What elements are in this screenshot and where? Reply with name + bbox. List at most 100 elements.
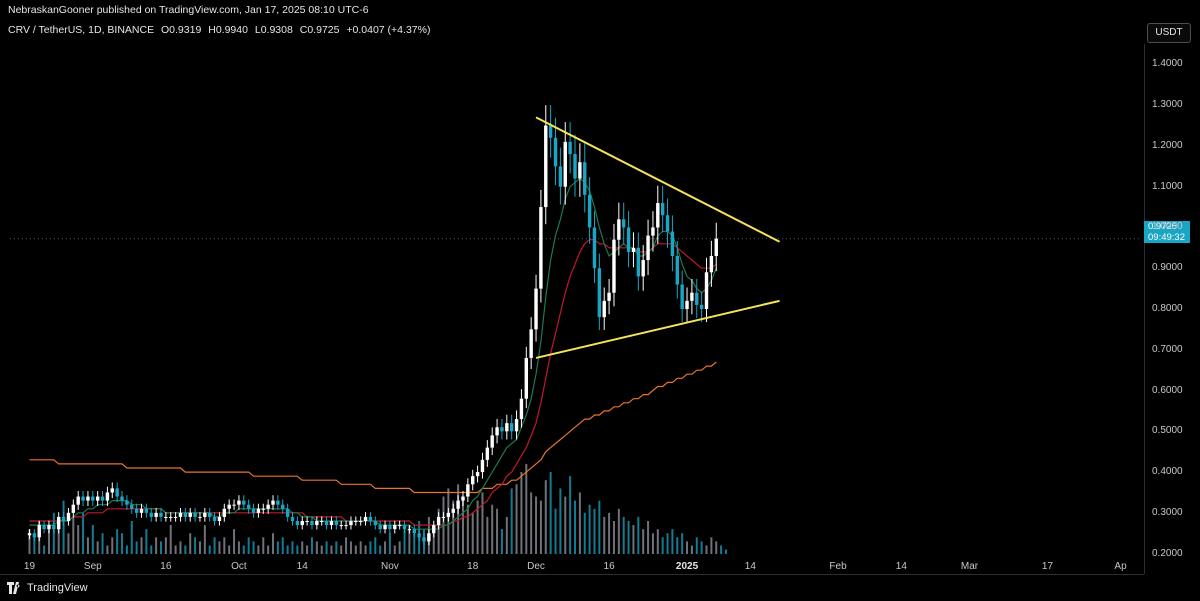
currency-button[interactable]: USDT — [1147, 23, 1191, 43]
volume-bar — [564, 496, 567, 554]
candle-body — [324, 521, 329, 526]
candle-body — [139, 508, 144, 513]
candle-body — [212, 516, 217, 521]
time-tick-label: Mar — [960, 561, 979, 572]
candle-body — [704, 272, 709, 309]
time-tick-label: Ap — [1114, 561, 1127, 572]
candle-body — [66, 512, 71, 521]
candle-body — [363, 516, 368, 521]
ema-long-line — [29, 361, 717, 494]
volume-bar — [257, 545, 260, 554]
candle-body — [61, 516, 66, 521]
volume-bar — [574, 500, 576, 554]
candle-body — [207, 512, 212, 517]
volume-bar — [705, 545, 708, 554]
candle-body — [173, 516, 178, 518]
volume-bar — [286, 545, 289, 554]
volume-bar — [125, 545, 128, 554]
candle-body — [524, 357, 528, 399]
time-tick-label: 16 — [160, 561, 172, 572]
candle-body — [37, 525, 41, 538]
volume-bar — [223, 537, 226, 554]
volume-bar — [369, 541, 372, 554]
volume-bar — [208, 545, 211, 554]
open-label: O — [161, 24, 170, 36]
symbol-legend[interactable]: CRV / TetherUS, 1D, BINANCE O0.9319 H0.9… — [8, 24, 430, 36]
trendline-upper — [535, 116, 781, 243]
volume-bar — [82, 512, 85, 554]
volume-bar — [272, 533, 275, 554]
volume-bar — [612, 521, 615, 554]
volume-bar — [47, 529, 50, 554]
volume-bar — [150, 545, 153, 554]
volume-bar — [661, 537, 664, 554]
volume-bar — [515, 484, 518, 554]
candle-body — [178, 512, 183, 517]
volume-bar — [505, 516, 508, 554]
candle-body — [432, 525, 436, 534]
volume-bar — [72, 516, 75, 554]
volume-bar — [408, 525, 411, 554]
volume-bar — [218, 541, 221, 554]
tradingview-logo[interactable]: TradingView — [7, 582, 88, 594]
low-label: L — [254, 24, 261, 36]
candle-body — [397, 525, 402, 527]
volume-bar — [111, 537, 114, 554]
volume-bar — [544, 480, 547, 554]
symbol-name[interactable]: CRV / TetherUS, 1D, BINANCE — [8, 24, 155, 36]
volume-bar — [554, 508, 557, 554]
candle-body — [427, 533, 431, 542]
time-tick-label: Nov — [381, 561, 399, 572]
candle-body — [714, 238, 718, 256]
candle-body — [529, 329, 533, 358]
candle-body — [217, 516, 222, 521]
candle-body — [544, 125, 548, 208]
candle-body — [441, 516, 446, 518]
volume-bar — [57, 525, 60, 554]
time-tick-label: Oct — [231, 561, 247, 572]
candle-body — [276, 500, 280, 505]
candle-body — [266, 504, 270, 509]
candle-body — [378, 525, 382, 530]
volume-bar — [535, 496, 538, 554]
candle-body — [422, 537, 426, 542]
candle-body — [183, 512, 188, 517]
time-tick-label: 2025 — [675, 561, 699, 572]
volume-bar — [437, 508, 440, 554]
volume-bar — [310, 537, 313, 554]
candle-body — [509, 423, 514, 432]
candle-body — [42, 525, 46, 530]
candle-body — [290, 516, 295, 521]
candle-body — [349, 521, 353, 526]
volume-bar — [145, 529, 148, 554]
candle-body — [539, 207, 543, 289]
candle-body — [412, 529, 416, 534]
volume-bar — [174, 545, 177, 554]
volume-bar — [67, 533, 70, 554]
candle-body — [592, 227, 597, 269]
volume-bar — [486, 516, 489, 554]
candle-body — [558, 166, 563, 187]
volume-bar — [91, 525, 94, 554]
volume-bar — [281, 537, 284, 554]
volume-bar — [184, 545, 187, 554]
volume-bar — [496, 508, 499, 554]
volume-bar — [466, 504, 469, 554]
candle-body — [125, 500, 129, 505]
candle-body — [665, 215, 670, 232]
candle-body — [261, 508, 265, 510]
trendline-lower — [535, 299, 780, 359]
volume-bar — [262, 537, 265, 554]
volume-bar — [315, 541, 318, 554]
candle-body — [130, 504, 134, 509]
volume-bar — [398, 541, 401, 554]
candle-body — [149, 512, 153, 517]
volume-bar — [481, 492, 484, 554]
candle-body — [660, 203, 665, 216]
time-tick-label: 16 — [603, 561, 615, 572]
volume-bar — [169, 525, 172, 554]
candle-body — [490, 435, 494, 448]
candle-body — [548, 125, 553, 138]
candle-body — [358, 521, 363, 522]
